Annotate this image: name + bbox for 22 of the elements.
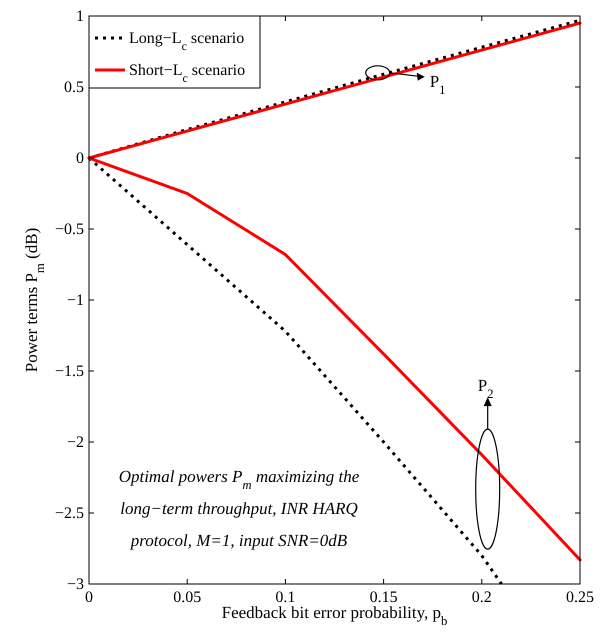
annotation: long−term throughput, INR HARQ (120, 499, 358, 518)
x-tick-label: 0.2 (472, 589, 492, 606)
x-tick-label: 0.15 (370, 589, 398, 606)
annotation: Optimal powers P$_{m}$ maximizing the (118, 467, 360, 492)
annotation: protocol, M=1, input SNR=0dB (130, 531, 348, 550)
y-tick-label: 0 (76, 150, 84, 167)
y-tick-label: −3 (66, 576, 84, 593)
legend-label: Short−L$_{c}$ scenario (129, 62, 246, 85)
y-tick-label: −2 (66, 434, 84, 451)
x-tick-label: 0.05 (173, 589, 202, 606)
y-tick-label: −1.5 (54, 363, 84, 380)
x-tick-label: 0.25 (566, 589, 594, 606)
x-axis-title: Feedback bit error probability, p$_{b}$ (222, 603, 448, 628)
y-tick-label: −2.5 (54, 505, 84, 522)
x-tick-label: 0.1 (275, 589, 296, 606)
y-tick-label: 0.5 (64, 79, 84, 96)
annotation: P$_{1}$ (430, 72, 446, 97)
annotation: P$_{2}$ (478, 376, 494, 402)
y-tick-label: −0.5 (54, 221, 84, 238)
y-tick-label: 1 (76, 8, 84, 25)
y-tick-label: −1 (66, 292, 84, 309)
legend-label: Long−L$_{c}$ scenario (129, 30, 244, 53)
